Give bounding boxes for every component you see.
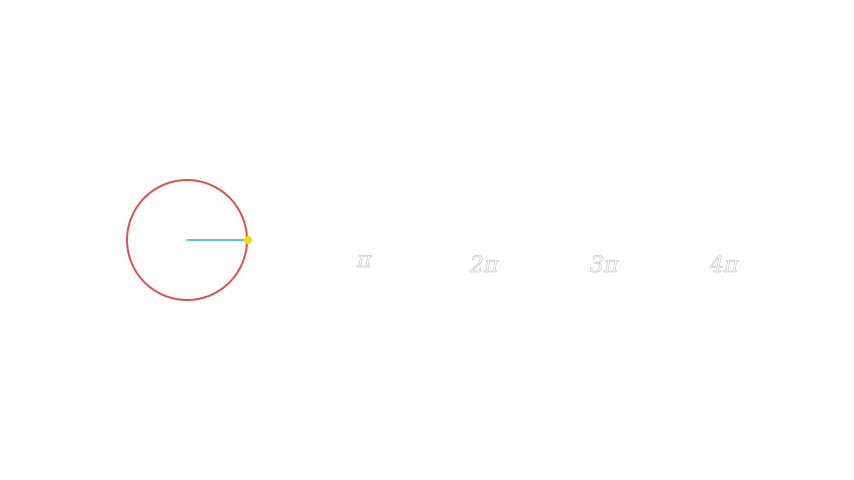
axis-label-3pi: 3π [590, 253, 619, 278]
tracer-point [244, 236, 252, 244]
axis-label-2pi: 2π [470, 253, 499, 278]
center-point [185, 238, 189, 242]
axis-label-4pi: 4π [710, 253, 739, 278]
axis-label-pi: π [357, 248, 372, 273]
